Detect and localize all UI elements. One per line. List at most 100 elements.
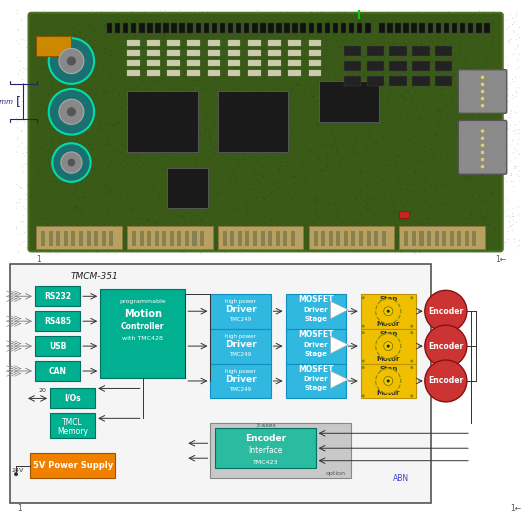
- Point: [426, 140, 435, 148]
- Point: [14, 40, 23, 48]
- Point: [287, 129, 296, 137]
- Point: [222, 61, 230, 69]
- Point: [354, 78, 362, 86]
- Point: [469, 200, 478, 208]
- Point: [259, 173, 268, 181]
- Point: [143, 202, 151, 210]
- Point: [37, 206, 46, 214]
- Point: [334, 164, 342, 172]
- Point: [144, 214, 152, 223]
- Point: [423, 169, 432, 177]
- Point: [439, 220, 447, 228]
- Point: [284, 70, 292, 78]
- FancyBboxPatch shape: [366, 46, 384, 56]
- Point: [350, 56, 359, 64]
- Point: [150, 236, 158, 244]
- Point: [172, 64, 181, 72]
- Point: [136, 42, 145, 50]
- Point: [155, 128, 164, 136]
- Text: 20: 20: [39, 388, 47, 393]
- Point: [235, 95, 244, 103]
- Point: [99, 163, 108, 171]
- Point: [322, 69, 330, 77]
- Point: [508, 136, 517, 144]
- Point: [506, 38, 514, 46]
- Point: [459, 115, 468, 123]
- Point: [34, 167, 42, 175]
- Point: [367, 73, 376, 81]
- Point: [406, 63, 414, 71]
- Point: [312, 80, 321, 88]
- Point: [56, 224, 65, 232]
- Point: [43, 249, 52, 258]
- Point: [145, 215, 154, 223]
- Point: [149, 56, 158, 64]
- Point: [168, 42, 177, 50]
- Point: [175, 163, 184, 171]
- Point: [408, 22, 416, 30]
- Point: [292, 89, 300, 97]
- Point: [105, 34, 113, 42]
- Point: [55, 52, 64, 61]
- Point: [330, 137, 338, 146]
- Point: [32, 30, 40, 38]
- Point: [295, 95, 304, 103]
- Point: [298, 218, 306, 226]
- Point: [260, 231, 269, 239]
- Point: [457, 233, 465, 241]
- Point: [33, 248, 42, 256]
- Point: [501, 207, 509, 215]
- Point: [58, 81, 66, 89]
- Point: [155, 217, 163, 225]
- Point: [301, 152, 310, 160]
- Point: [431, 65, 439, 73]
- Point: [432, 145, 440, 153]
- Point: [37, 64, 46, 72]
- Point: [317, 28, 326, 36]
- Point: [258, 142, 266, 150]
- Point: [180, 147, 189, 155]
- Point: [329, 113, 337, 121]
- Point: [442, 162, 451, 170]
- Point: [161, 165, 169, 173]
- Point: [153, 90, 162, 98]
- Point: [37, 134, 45, 143]
- Point: [455, 215, 464, 223]
- Point: [178, 124, 186, 132]
- Point: [457, 114, 466, 123]
- Point: [192, 214, 200, 222]
- Point: [173, 89, 181, 97]
- Point: [146, 113, 155, 122]
- Point: [312, 157, 321, 166]
- Point: [470, 160, 478, 168]
- Point: [255, 154, 264, 163]
- Point: [267, 189, 275, 198]
- Point: [426, 190, 435, 198]
- Point: [465, 81, 473, 89]
- Point: [419, 78, 427, 87]
- Point: [223, 222, 232, 230]
- Point: [432, 131, 440, 140]
- Point: [264, 206, 273, 214]
- Point: [244, 120, 252, 128]
- Point: [130, 240, 139, 248]
- Point: [286, 142, 294, 150]
- Point: [238, 14, 247, 22]
- Point: [49, 170, 58, 179]
- Point: [292, 17, 300, 25]
- Point: [227, 140, 235, 148]
- Point: [406, 72, 415, 80]
- Point: [344, 232, 353, 241]
- Point: [457, 91, 465, 100]
- Point: [400, 163, 409, 171]
- Point: [129, 213, 138, 222]
- Point: [370, 71, 379, 79]
- Point: [453, 209, 462, 218]
- Point: [336, 44, 345, 52]
- Point: [496, 42, 505, 50]
- Point: [95, 112, 104, 120]
- Point: [216, 227, 224, 235]
- FancyBboxPatch shape: [382, 231, 386, 246]
- Point: [230, 151, 239, 160]
- Point: [131, 34, 139, 42]
